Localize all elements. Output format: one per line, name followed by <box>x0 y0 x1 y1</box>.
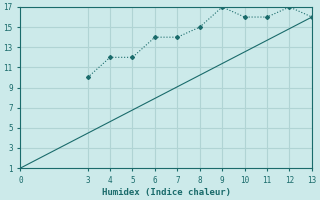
X-axis label: Humidex (Indice chaleur): Humidex (Indice chaleur) <box>102 188 231 197</box>
